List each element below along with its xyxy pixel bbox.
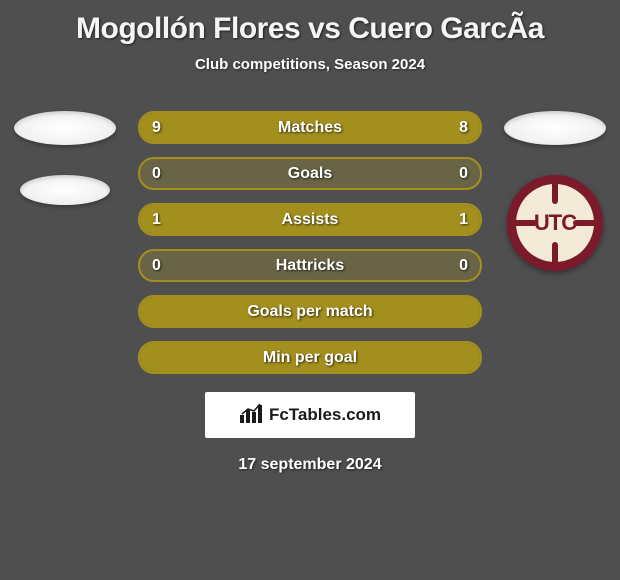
brand-logo[interactable]: FcTables.com: [205, 392, 415, 438]
stats-row: 9 8 Matches 0 0 Goals 1 1 Assists 0 0 Hattricks Goal…: [8, 111, 612, 374]
stats-card: Mogollón Flores vs Cuero GarcÃ­a Club co…: [0, 0, 620, 474]
bar-value-left: 1: [152, 211, 161, 229]
date-label: 17 september 2024: [8, 456, 612, 474]
bar-label: Matches: [278, 119, 342, 137]
brand-text-light: Fc: [269, 405, 289, 424]
club-badge-text: UTC: [534, 210, 576, 236]
chart-icon: [239, 403, 263, 428]
bar-value-left: 0: [152, 165, 161, 183]
bar-label: Min per goal: [263, 349, 357, 367]
page-subtitle: Club competitions, Season 2024: [8, 56, 612, 73]
stat-bars: 9 8 Matches 0 0 Goals 1 1 Assists 0 0 Hattricks Goal…: [138, 111, 482, 374]
bar-value-right: 0: [459, 165, 468, 183]
bar-value-right: 8: [459, 119, 468, 137]
club-placeholder-oval: [14, 111, 116, 145]
bar-value-left: 0: [152, 257, 161, 275]
bar-label: Hattricks: [276, 257, 344, 275]
club-badge: UTC: [507, 175, 603, 271]
bar-label: Assists: [282, 211, 339, 229]
stat-bar: Goals per match: [138, 295, 482, 328]
bar-fill-right: [320, 113, 480, 142]
stat-bar: Min per goal: [138, 341, 482, 374]
stat-bar: 9 8 Matches: [138, 111, 482, 144]
club-placeholder-oval: [504, 111, 606, 145]
bar-label: Goals per match: [247, 303, 372, 321]
stat-bar: 1 1 Assists: [138, 203, 482, 236]
club-placeholder-oval: [20, 175, 110, 205]
bar-value-left: 9: [152, 119, 161, 137]
stat-bar: 0 0 Hattricks: [138, 249, 482, 282]
page-title: Mogollón Flores vs Cuero GarcÃ­a: [8, 8, 612, 56]
club-col-left: [10, 111, 120, 205]
stat-bar: 0 0 Goals: [138, 157, 482, 190]
brand-text-bold: Tables.com: [289, 405, 381, 424]
club-col-right: UTC: [500, 111, 610, 271]
bar-label: Goals: [288, 165, 332, 183]
bar-value-right: 1: [459, 211, 468, 229]
brand-text: FcTables.com: [269, 405, 381, 425]
bar-value-right: 0: [459, 257, 468, 275]
